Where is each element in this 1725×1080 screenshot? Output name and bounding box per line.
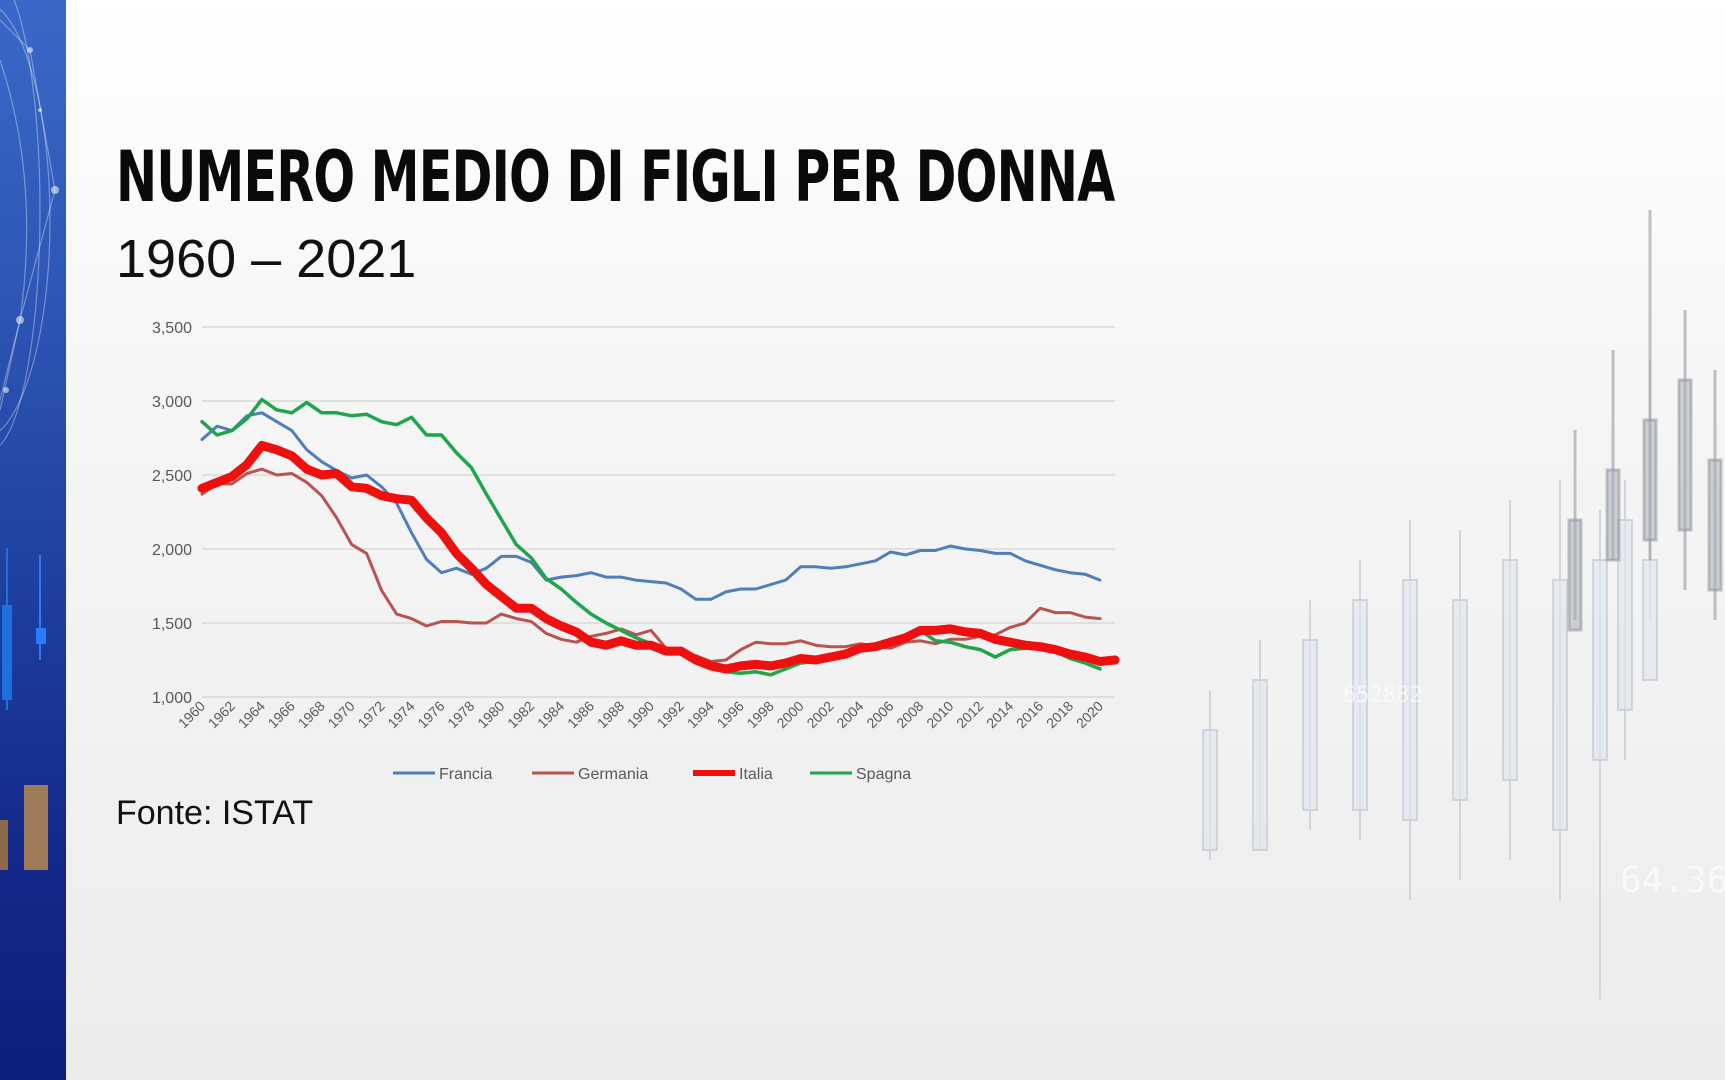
- x-tick-label: 2002: [803, 698, 836, 731]
- x-tick-label: 2008: [893, 698, 926, 731]
- page-title: NUMERO MEDIO DI FIGLI PER DONNA: [116, 136, 1115, 218]
- y-tick-label: 1,000: [152, 690, 192, 707]
- y-axis-labels: 1,000 1,500 2,000 2,500 3,000 3,500: [152, 320, 192, 707]
- x-tick-label: 2012: [953, 698, 986, 731]
- legend-item-francia: Francia: [393, 766, 492, 783]
- x-tick-label: 2000: [773, 698, 806, 731]
- y-tick-label: 3,000: [152, 394, 192, 411]
- x-tick-label: 1966: [265, 698, 298, 731]
- chart-series: [197, 397, 1120, 677]
- legend-label: Germania: [578, 766, 648, 783]
- x-tick-label: 1974: [384, 698, 417, 731]
- x-tick-label: 2018: [1043, 698, 1076, 731]
- x-tick-label: 1970: [324, 698, 357, 731]
- legend-label: Italia: [739, 766, 773, 783]
- x-tick-label: 2004: [833, 698, 866, 731]
- series-line-germania: [200, 467, 1102, 663]
- y-tick-label: 1,500: [152, 616, 192, 633]
- x-tick-label: 1998: [744, 698, 777, 731]
- x-tick-label: 2020: [1073, 698, 1106, 731]
- series-line-italia: [197, 440, 1120, 674]
- legend-label: Spagna: [856, 766, 911, 783]
- x-tick-label: 1986: [564, 698, 597, 731]
- x-tick-label: 1968: [295, 698, 328, 731]
- fertility-line-chart: 1,000 1,500 2,000 2,500 3,000 3,500 196019621…: [152, 320, 1120, 783]
- series-line-francia: [200, 411, 1102, 601]
- x-tick-label: 1988: [594, 698, 627, 731]
- y-tick-label: 2,500: [152, 468, 192, 485]
- legend-label: Francia: [439, 766, 492, 783]
- x-tick-label: 1976: [414, 698, 447, 731]
- x-tick-label: 1978: [444, 698, 477, 731]
- x-tick-label: 1972: [354, 698, 387, 731]
- source-caption: Fonte: ISTAT: [116, 794, 314, 832]
- x-tick-label: 1990: [624, 698, 657, 731]
- background-candlestick-graphic: 652882 64.36: [1202, 210, 1725, 1000]
- y-tick-label: 3,500: [152, 320, 192, 337]
- page-subtitle: 1960 – 2021: [116, 229, 417, 289]
- x-tick-label: 1992: [654, 698, 687, 731]
- legend-item-spagna: Spagna: [810, 766, 911, 783]
- network-globe-graphic: [0, 0, 59, 870]
- x-tick-label: 2006: [863, 698, 896, 731]
- sidebar-decoration: [0, 0, 66, 1080]
- y-tick-label: 2,000: [152, 542, 192, 559]
- x-tick-label: 1964: [235, 698, 268, 731]
- svg-text:652882: 652882: [1343, 683, 1422, 708]
- x-tick-label: 1984: [534, 698, 567, 731]
- legend-item-italia: Italia: [693, 766, 773, 783]
- legend-item-germania: Germania: [532, 766, 648, 783]
- x-tick-label: 1996: [714, 698, 747, 731]
- x-tick-label: 2016: [1013, 698, 1046, 731]
- x-tick-label: 1994: [684, 698, 717, 731]
- svg-text:64.36: 64.36: [1620, 860, 1725, 901]
- x-tick-label: 2010: [923, 698, 956, 731]
- x-axis-labels: 1960196219641966196819701972197419761978…: [175, 698, 1107, 731]
- x-tick-label: 1962: [205, 698, 238, 731]
- chart-legend: Francia Germania Italia Spagna: [393, 766, 911, 783]
- x-tick-label: 2014: [983, 698, 1016, 731]
- x-tick-label: 1982: [504, 698, 537, 731]
- chart-grid: [202, 326, 1115, 698]
- x-tick-label: 1980: [474, 698, 507, 731]
